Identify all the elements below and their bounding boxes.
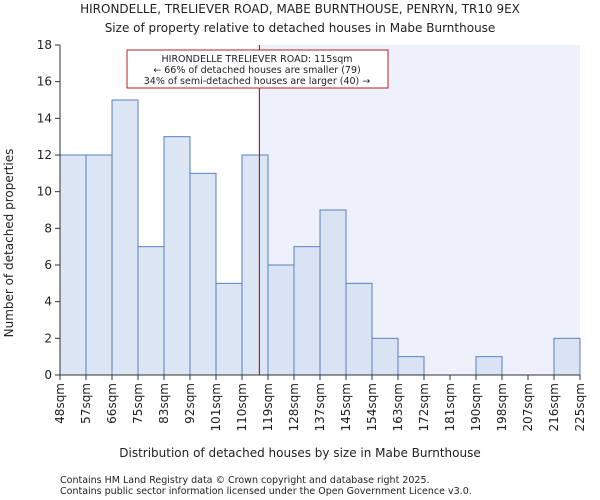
x-tick-label: 216sqm — [547, 383, 561, 431]
footer-line1: Contains HM Land Registry data © Crown c… — [60, 475, 430, 486]
chart-title-line2: Size of property relative to detached ho… — [105, 21, 496, 35]
bar-48sqm — [59, 154, 87, 376]
bar-145sqm — [345, 282, 373, 376]
x-tick-label: 48sqm — [53, 383, 67, 424]
bar-128sqm — [293, 246, 321, 376]
x-tick-label: 163sqm — [391, 383, 405, 431]
x-tick-label: 110sqm — [235, 383, 249, 431]
y-tick-label: 6 — [44, 258, 52, 272]
x-tick-label: 137sqm — [313, 383, 327, 431]
bar-57sqm — [85, 154, 113, 376]
x-tick-label: 75sqm — [131, 383, 145, 424]
annotation-line2: ← 66% of detached houses are smaller (79… — [153, 65, 360, 76]
x-tick-label: 83sqm — [157, 383, 171, 424]
x-tick-label: 119sqm — [261, 383, 275, 431]
y-tick-label: 10 — [37, 185, 52, 199]
x-tick-label: 172sqm — [417, 383, 431, 431]
bar-163sqm — [397, 356, 425, 376]
x-tick-label: 181sqm — [443, 383, 457, 431]
y-axis-label: Number of detached properties — [2, 149, 16, 338]
y-tick-label: 12 — [37, 148, 52, 162]
annotation-border — [126, 49, 389, 89]
x-tick-label: 101sqm — [209, 383, 223, 431]
y-tick-label: 14 — [37, 111, 52, 125]
x-tick-label: 66sqm — [105, 383, 119, 424]
bars-group — [59, 99, 581, 376]
x-tick-label: 207sqm — [521, 383, 535, 431]
x-tick-label: 145sqm — [339, 383, 353, 431]
y-tick-label: 8 — [44, 221, 52, 235]
bar-154sqm — [371, 337, 399, 376]
y-tick-label: 16 — [37, 75, 52, 89]
y-tick-label: 18 — [37, 38, 52, 52]
bar-119sqm — [267, 264, 295, 376]
y-tick-label: 0 — [44, 368, 52, 382]
x-tick-label: 225sqm — [573, 383, 587, 431]
bar-83sqm — [163, 136, 191, 376]
bar-66sqm — [111, 99, 139, 376]
annotation-line3: 34% of semi-detached houses are larger (… — [144, 76, 371, 87]
x-axis-label: Distribution of detached houses by size … — [119, 446, 480, 460]
y-tick-label: 4 — [44, 295, 52, 309]
y-axis-ticks: 0 2 4 6 8 10 12 14 16 18 — [37, 38, 60, 382]
x-axis-ticks: 48sqm 57sqm 66sqm 75sqm 83sqm 92sqm 101sqm 110s… — [53, 375, 587, 431]
annotation-box: HIRONDELLE TRELIEVER ROAD: 115sqm ← 66% … — [126, 49, 389, 89]
y-tick-label: 2 — [44, 331, 52, 345]
x-tick-label: 128sqm — [287, 383, 301, 431]
footer-line2: Contains public sector information licen… — [60, 486, 472, 497]
annotation-line1: HIRONDELLE TRELIEVER ROAD: 115sqm — [162, 54, 353, 65]
bar-190sqm — [475, 356, 503, 376]
x-tick-label: 92sqm — [183, 383, 197, 424]
x-tick-label: 190sqm — [469, 383, 483, 431]
bar-216sqm — [553, 337, 581, 376]
chart-title-line1: HIRONDELLE, TRELIEVER ROAD, MABE BURNTHO… — [80, 2, 520, 16]
x-tick-label: 154sqm — [365, 383, 379, 431]
x-tick-label: 57sqm — [79, 383, 93, 424]
x-tick-label: 198sqm — [495, 383, 509, 431]
bar-137sqm — [319, 209, 347, 376]
bar-92sqm — [189, 172, 217, 376]
bar-75sqm — [137, 246, 165, 376]
bar-110sqm — [241, 154, 269, 376]
bar-101sqm — [215, 282, 243, 376]
